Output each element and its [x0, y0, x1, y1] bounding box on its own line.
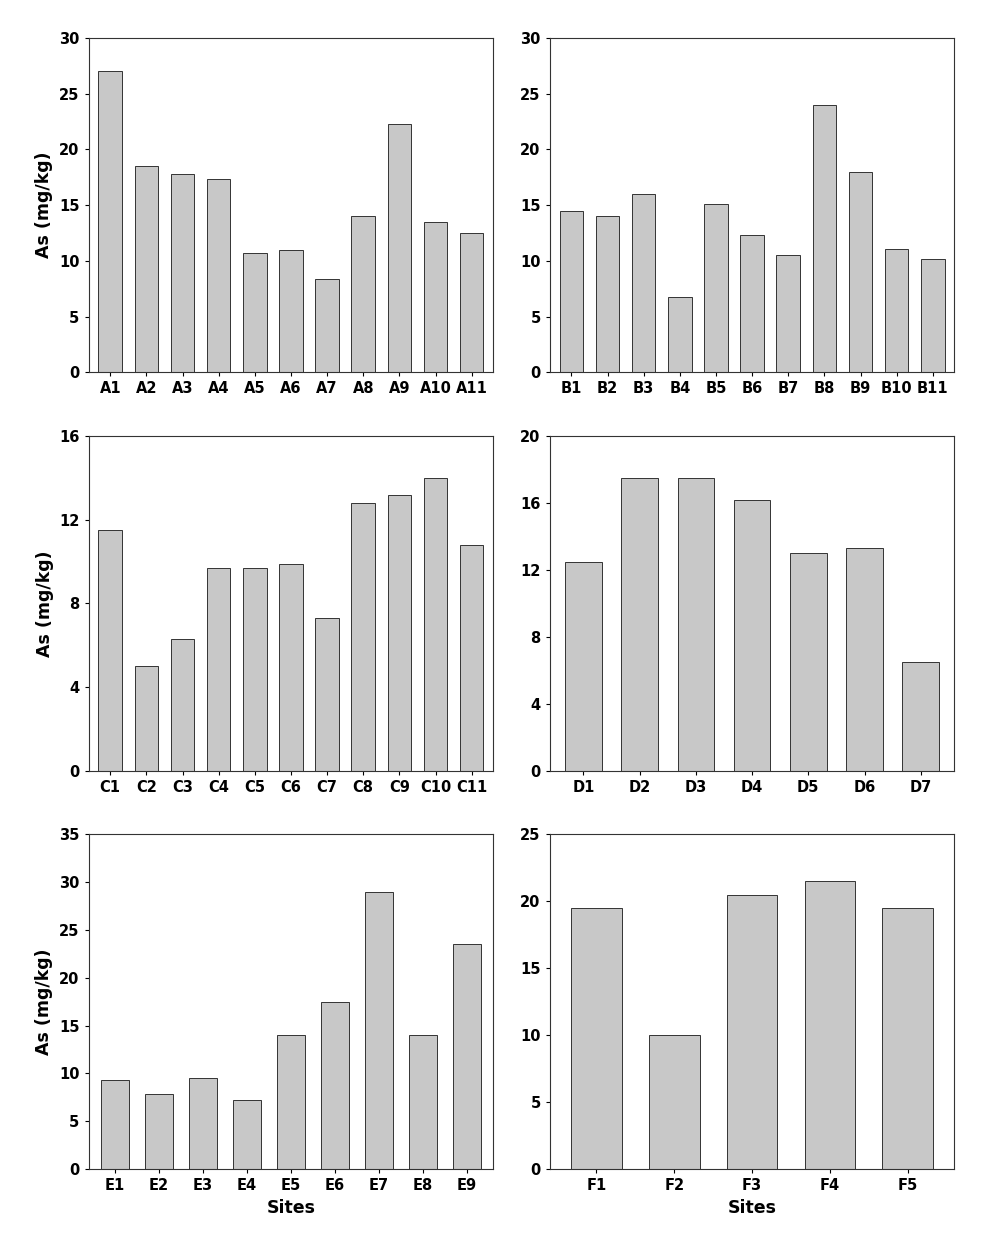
X-axis label: Sites: Sites: [267, 1199, 316, 1217]
Bar: [189, 1079, 217, 1169]
Y-axis label: As (mg/kg): As (mg/kg): [35, 152, 53, 259]
Bar: [790, 553, 827, 771]
Bar: [279, 563, 303, 771]
Bar: [678, 478, 714, 771]
Bar: [207, 568, 230, 771]
Bar: [453, 944, 481, 1169]
Bar: [621, 478, 658, 771]
Bar: [100, 1080, 129, 1169]
Bar: [351, 503, 375, 771]
Bar: [243, 253, 267, 372]
Bar: [734, 499, 770, 771]
Bar: [171, 173, 194, 372]
Bar: [135, 166, 158, 372]
Bar: [277, 1035, 305, 1169]
Bar: [171, 639, 194, 771]
Bar: [805, 881, 855, 1169]
Bar: [424, 221, 448, 372]
Bar: [315, 618, 338, 771]
Bar: [846, 548, 883, 771]
Bar: [885, 249, 908, 372]
Bar: [740, 235, 764, 372]
Bar: [460, 233, 483, 372]
Bar: [424, 478, 448, 771]
Bar: [351, 216, 375, 372]
Bar: [648, 1035, 700, 1169]
Bar: [279, 250, 303, 372]
Bar: [460, 544, 483, 771]
Bar: [145, 1095, 173, 1169]
Bar: [232, 1100, 262, 1169]
Bar: [388, 494, 411, 771]
Bar: [207, 180, 230, 372]
Bar: [315, 279, 338, 372]
Bar: [565, 562, 601, 771]
Bar: [705, 204, 728, 372]
Bar: [595, 216, 619, 372]
Bar: [321, 1002, 349, 1169]
Bar: [776, 255, 800, 372]
Bar: [921, 259, 945, 372]
Bar: [727, 895, 777, 1169]
Bar: [813, 104, 836, 372]
Bar: [632, 194, 655, 372]
Bar: [571, 908, 622, 1169]
Bar: [849, 172, 872, 372]
Y-axis label: As (mg/kg): As (mg/kg): [35, 551, 53, 656]
Bar: [668, 297, 692, 372]
Bar: [388, 123, 411, 372]
Bar: [135, 666, 158, 771]
Bar: [98, 530, 122, 771]
Bar: [408, 1035, 437, 1169]
X-axis label: Sites: Sites: [727, 1199, 776, 1217]
Bar: [883, 908, 933, 1169]
Bar: [902, 662, 939, 771]
Bar: [560, 211, 584, 372]
Bar: [365, 891, 394, 1169]
Y-axis label: As (mg/kg): As (mg/kg): [35, 948, 53, 1055]
Bar: [243, 568, 267, 771]
Bar: [98, 72, 122, 372]
